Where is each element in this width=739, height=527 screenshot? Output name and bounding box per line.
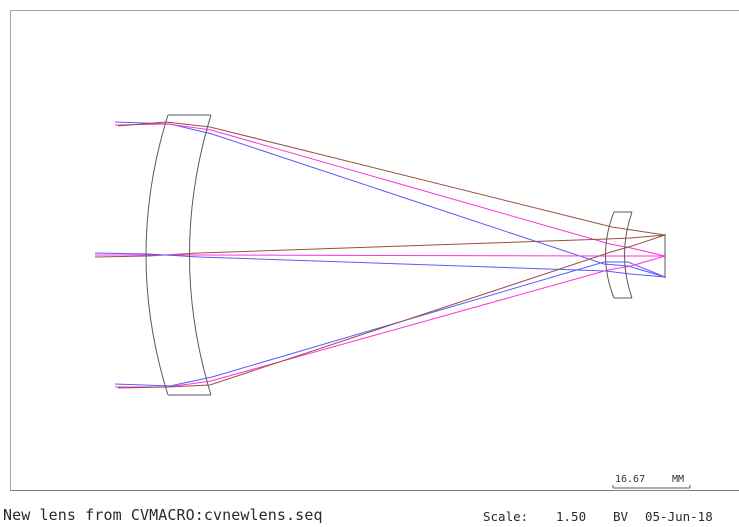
scale-bar	[612, 485, 691, 489]
scale-label: Scale:	[483, 509, 529, 524]
ray-axial-magenta	[95, 254, 665, 257]
scale-bar-length: 16.67	[615, 474, 646, 485]
ray-upper-blue	[114, 121, 666, 278]
scale-bar-unit: MM	[672, 474, 685, 485]
footer-bar: New lens from CVMACRO:cvnewlens.seq Scal…	[0, 491, 739, 527]
front-lens-element	[145, 114, 212, 396]
rear-lens-surface-2	[624, 211, 633, 299]
ray-axial-brown	[94, 234, 666, 258]
ray-lower-magenta	[115, 255, 666, 388]
ray-lower-blue	[114, 261, 666, 387]
ray-upper-magenta	[114, 123, 666, 257]
scale-value: 1.50	[556, 509, 587, 524]
rear-lens-element	[605, 211, 633, 299]
date-label: 05-Jun-18	[645, 509, 713, 524]
ray-upper-brown	[117, 121, 666, 236]
lens-title: New lens from CVMACRO:cvnewlens.seq	[3, 506, 323, 524]
designer-initials: BV	[613, 509, 629, 524]
front-lens-surface-2	[189, 114, 212, 396]
front-lens-surface-1	[145, 114, 169, 396]
ray-axial-blue	[94, 252, 666, 278]
ray-lower-brown	[117, 234, 666, 389]
rear-lens-surface-1	[605, 211, 615, 299]
